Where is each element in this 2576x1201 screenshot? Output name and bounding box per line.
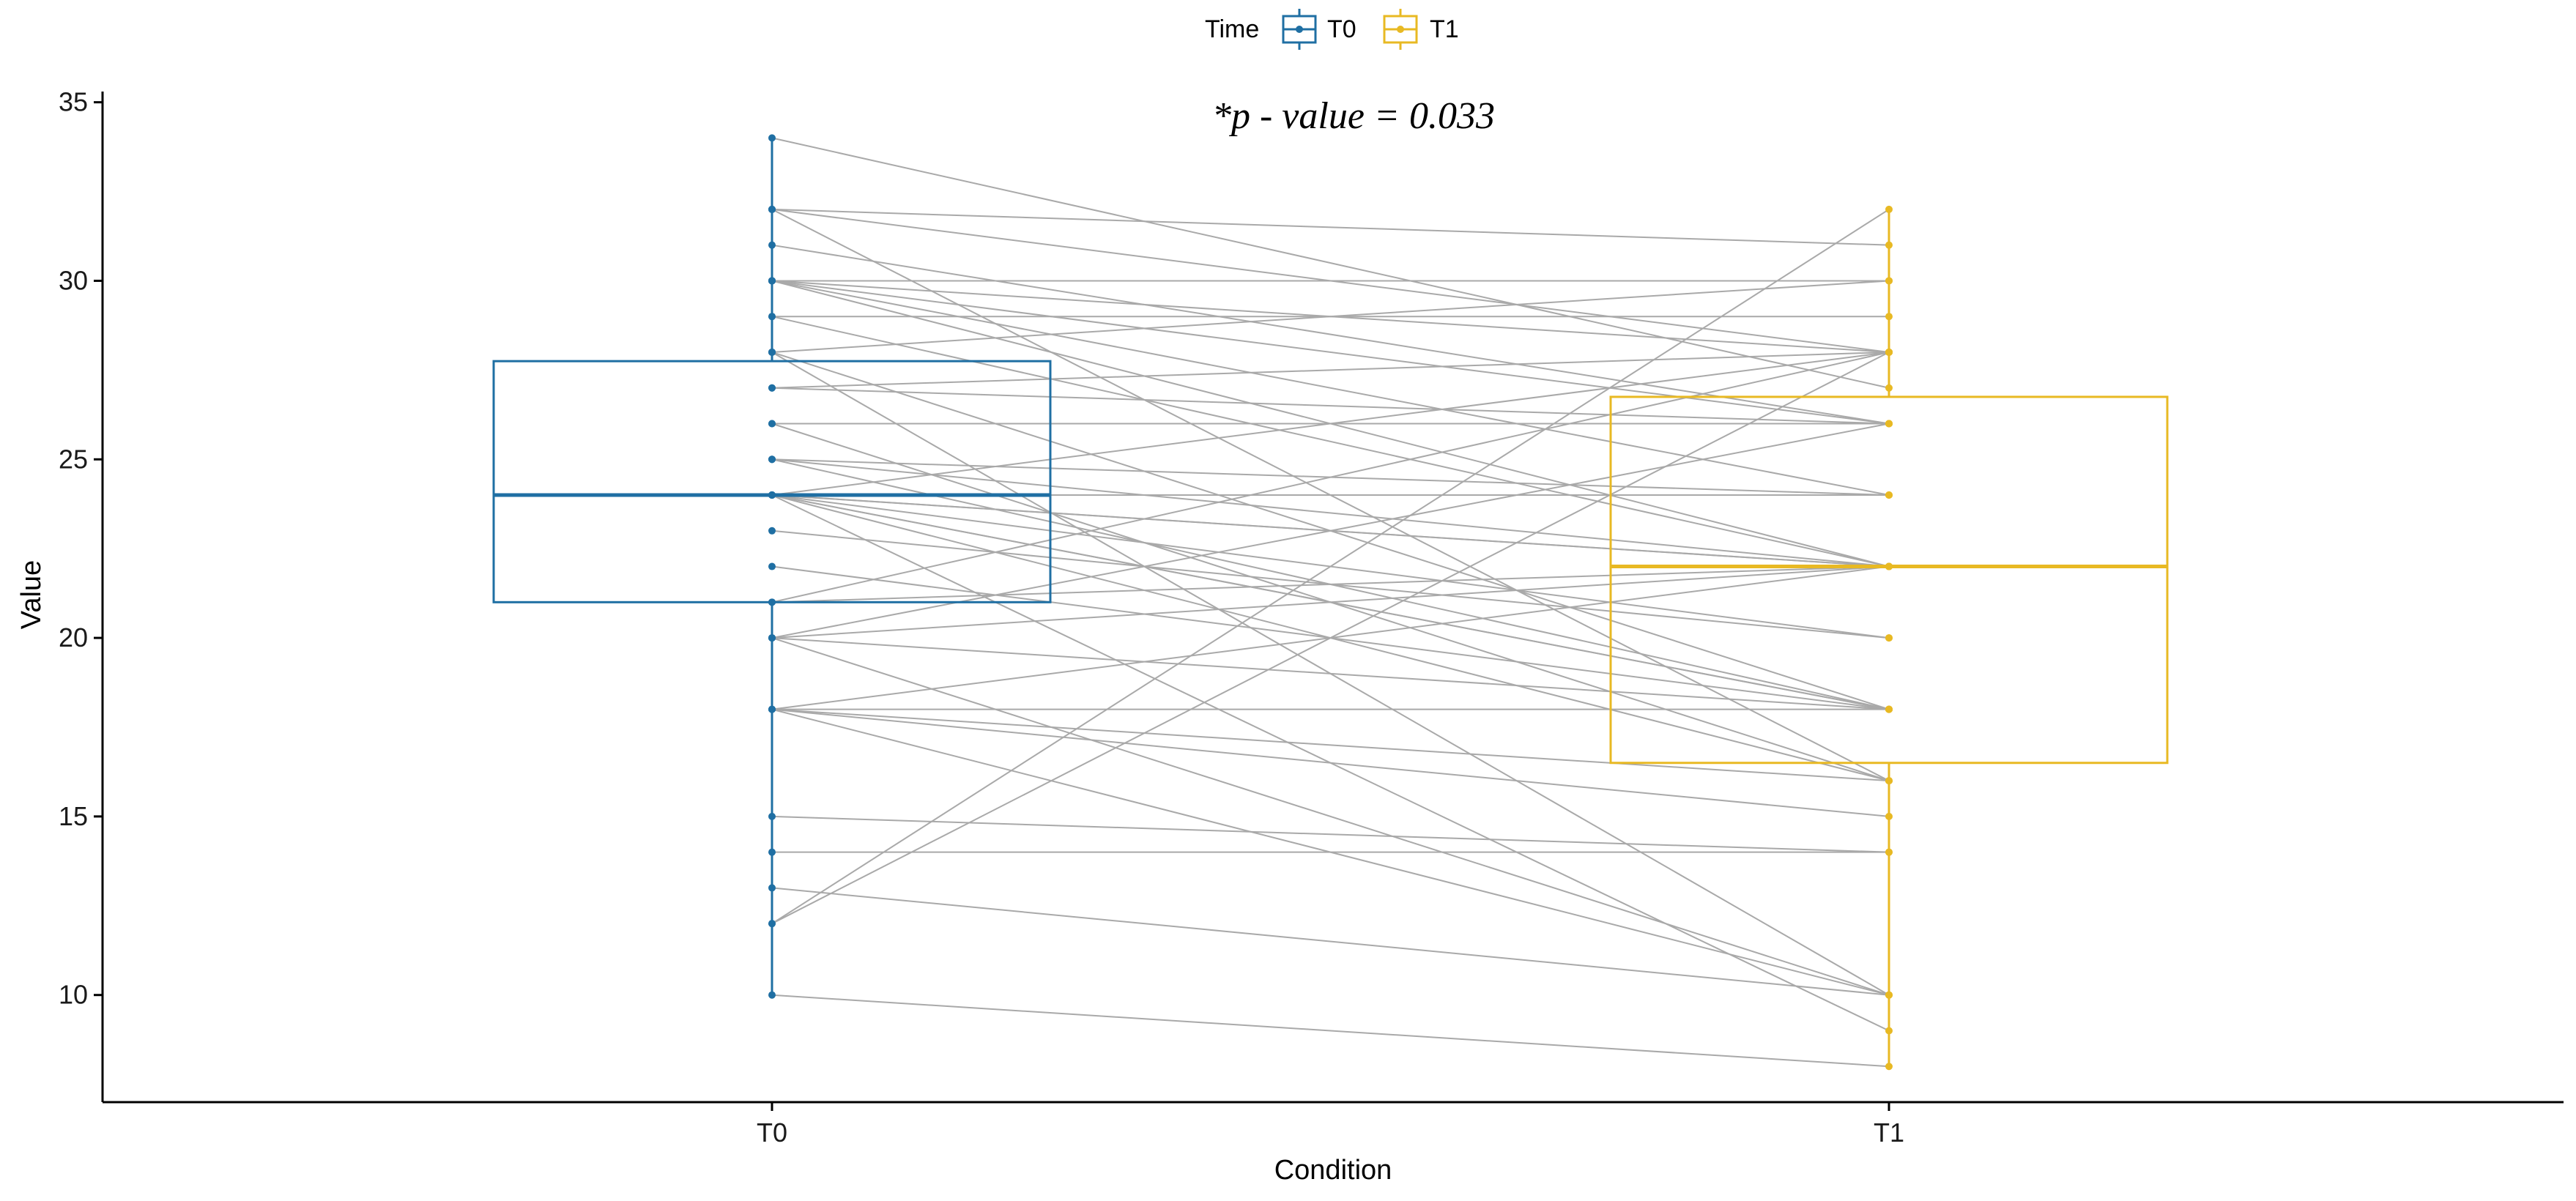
x-tick-label-t0: T0 [757, 1118, 787, 1148]
pair-line-1 [771, 208, 1890, 246]
point-t1-0 [1885, 384, 1893, 392]
pair-line-48 [771, 565, 1890, 639]
box-t1-body [1609, 395, 2169, 765]
legend-label-t0: T0 [1327, 15, 1356, 43]
point-t1-30 [1885, 634, 1893, 642]
pair-line-7 [771, 280, 1890, 425]
pair-line-46 [771, 994, 1890, 1068]
point-t0-16 [768, 384, 776, 392]
pair-line-43 [771, 887, 1890, 996]
point-t0-43 [768, 884, 776, 892]
point-t1-49 [1885, 705, 1893, 713]
y-tick-label-10: 10 [59, 980, 88, 1010]
point-t0-47 [768, 491, 776, 499]
pair-line-35 [771, 637, 1890, 710]
pair-line-11 [771, 316, 1890, 568]
pair-line-44 [771, 352, 1890, 925]
point-t0-46 [768, 991, 776, 999]
point-t0-14 [768, 348, 776, 356]
point-t0-41 [768, 812, 776, 820]
point-t0-4 [768, 241, 776, 249]
point-t0-0 [768, 134, 776, 142]
pair-line-0 [771, 137, 1890, 389]
point-t1-34 [1885, 420, 1893, 428]
point-t1-42 [1885, 848, 1893, 856]
point-t0-42 [768, 848, 776, 856]
pair-line-20 [771, 458, 1890, 568]
y-tick-label-30: 30 [59, 265, 88, 295]
point-t1-46 [1885, 1063, 1893, 1071]
legend-title: Time [1205, 15, 1259, 43]
point-t1-12 [1885, 277, 1893, 285]
point-t0-9 [768, 277, 776, 285]
point-t1-45 [1885, 205, 1893, 213]
point-t0-11 [768, 313, 776, 321]
point-t0-48 [768, 634, 776, 642]
legend-key-t0 [1282, 9, 1317, 50]
pair-line-32 [771, 351, 1890, 603]
data-points [768, 134, 1893, 1071]
x-tick-label-t1: T1 [1874, 1118, 1904, 1148]
legend-key-t0-point [1296, 26, 1303, 33]
point-t1-44 [1885, 348, 1893, 356]
y-tick-label-15: 15 [59, 801, 88, 831]
pair-line-47 [771, 494, 1890, 1032]
legend-key-t1 [1383, 9, 1418, 50]
point-t1-1 [1885, 241, 1893, 249]
pair-line-45 [771, 209, 1890, 925]
p-value-annotation: *p - value = 0.033 [1212, 95, 1495, 137]
y-axis-ticks: 10 15 20 25 30 35 [59, 87, 103, 1010]
pair-line-12 [771, 280, 1890, 353]
pair-line-16 [771, 351, 1890, 389]
point-t0-31 [768, 562, 776, 570]
point-t0-21 [768, 456, 776, 464]
pair-line-33 [771, 565, 1890, 603]
legend-key-t1-point [1397, 26, 1404, 33]
y-tick-label-20: 20 [59, 622, 88, 652]
point-t0-45 [768, 920, 776, 928]
point-t1-47 [1885, 1027, 1893, 1035]
y-axis-title: Value [16, 560, 47, 629]
point-t0-30 [768, 527, 776, 535]
point-t1-43 [1885, 991, 1893, 999]
point-t0-18 [768, 420, 776, 428]
pair-line-36 [771, 637, 1890, 996]
point-t0-33 [768, 598, 776, 606]
pair-line-38 [771, 708, 1890, 782]
point-t1-48 [1885, 562, 1893, 570]
y-tick-label-25: 25 [59, 444, 88, 474]
x-axis-ticks: T0 T1 [757, 1102, 1904, 1148]
pair-line-22 [771, 351, 1890, 497]
point-t0-3 [768, 205, 776, 213]
pair-line-15 [771, 387, 1890, 425]
point-t0-49 [768, 705, 776, 713]
paired-lines [771, 137, 1890, 1068]
point-t1-39 [1885, 812, 1893, 820]
point-t1-10 [1885, 313, 1893, 321]
legend: Time T0 T1 [1205, 9, 1459, 50]
legend-label-t1: T1 [1430, 15, 1459, 43]
point-t1-38 [1885, 777, 1893, 785]
point-t1-23 [1885, 491, 1893, 499]
x-axis-title: Condition [1274, 1155, 1392, 1186]
y-tick-label-35: 35 [59, 87, 88, 117]
pair-line-41 [771, 815, 1890, 853]
